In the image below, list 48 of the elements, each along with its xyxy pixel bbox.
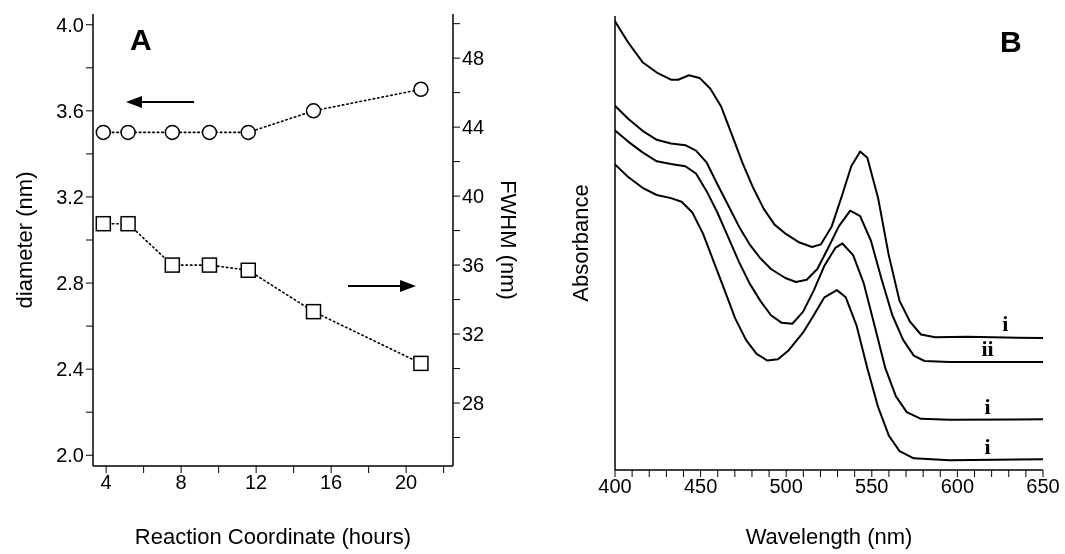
point bbox=[305, 103, 322, 119]
y-tick-label: 4.0 bbox=[56, 13, 84, 36]
point bbox=[201, 124, 218, 141]
y2-tick-label: 40 bbox=[462, 185, 485, 208]
x-axis-title: Reaction Coordinate (hours) bbox=[134, 524, 412, 549]
point bbox=[240, 124, 256, 141]
point bbox=[413, 81, 429, 98]
point bbox=[164, 124, 181, 141]
x-tick-label: 450 bbox=[683, 475, 718, 498]
y2-tick-label: 48 bbox=[462, 47, 485, 70]
x-tick-label: 550 bbox=[855, 475, 889, 498]
x-tick-label: 500 bbox=[769, 475, 803, 498]
annotation: B bbox=[1000, 25, 1022, 58]
y2-tick-label: 36 bbox=[462, 254, 485, 277]
point bbox=[95, 215, 112, 232]
y-axis-title: diameter (nm) bbox=[11, 171, 37, 309]
point bbox=[240, 262, 256, 279]
annotation: A bbox=[130, 23, 152, 56]
point bbox=[120, 124, 136, 141]
x-tick-label: 8 bbox=[175, 471, 187, 494]
series-label: i bbox=[1002, 310, 1009, 336]
x-tick-label: 650 bbox=[1026, 475, 1060, 498]
y2-tick-label: 44 bbox=[462, 116, 485, 139]
y2-tick-label: 28 bbox=[462, 392, 485, 415]
x-tick-label: 12 bbox=[245, 471, 268, 494]
series-label: i bbox=[984, 393, 991, 419]
y2-axis-title: FWHM (nm) bbox=[496, 180, 522, 300]
series-label: i bbox=[984, 434, 991, 460]
x-axis-title: Wavelength (nm) bbox=[745, 524, 913, 549]
y-tick-label: 2.4 bbox=[56, 358, 84, 381]
x-tick-label: 4 bbox=[100, 471, 112, 494]
point bbox=[413, 355, 429, 372]
x-tick-label: 400 bbox=[598, 475, 632, 498]
point bbox=[201, 257, 218, 273]
y-tick-label: 2.8 bbox=[56, 272, 84, 295]
x-tick-label: 16 bbox=[320, 471, 343, 494]
y2-tick-label: 32 bbox=[462, 323, 485, 346]
y-tick-label: 3.6 bbox=[56, 99, 84, 122]
y-axis-title: Absorbance bbox=[567, 184, 593, 302]
y-tick-label: 2.0 bbox=[56, 444, 84, 467]
point bbox=[95, 124, 112, 141]
x-tick-label: 20 bbox=[395, 471, 418, 494]
point bbox=[120, 215, 136, 232]
x-tick-label: 600 bbox=[940, 475, 975, 498]
y-tick-label: 3.2 bbox=[56, 186, 84, 209]
point bbox=[305, 303, 322, 320]
point bbox=[164, 257, 181, 273]
series-label: ii bbox=[981, 335, 994, 361]
